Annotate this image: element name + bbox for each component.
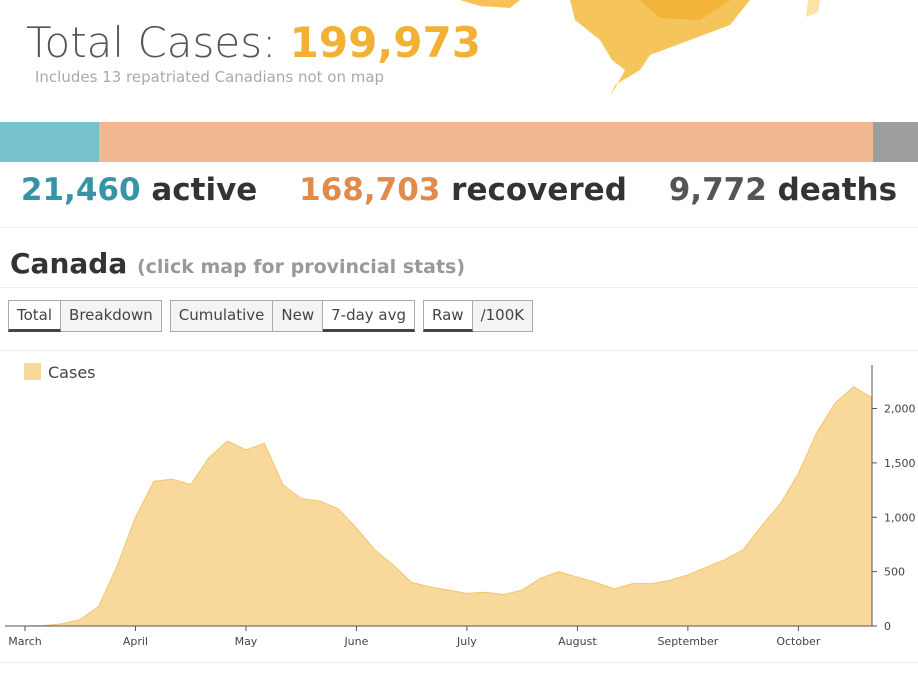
x-tick-label: July [456,635,477,648]
stat: 21,460 active [21,172,257,208]
bar-segment [873,122,918,162]
toggle-button[interactable]: /100K [472,300,534,332]
x-tick-label: October [776,635,820,648]
button-group: Total Breakdown [8,300,162,332]
x-tick-label: September [657,635,718,648]
stat-value: 168,703 [299,172,441,208]
section-subtitle: (click map for provincial stats) [136,256,466,278]
toggle-button[interactable]: Total [8,300,62,332]
progress-bar [0,122,918,162]
x-tick-label: June [343,635,368,648]
toggle-button[interactable]: New [273,300,324,332]
stat-label: active [151,172,258,208]
chart: 0 500 1,000 1,500 2,000 March April May June July… [5,363,916,648]
button-group: Raw/100K [423,300,534,332]
note: Includes 13 repatriated Canadians not on… [35,68,385,86]
section-name: Canada [10,247,128,280]
stat-label: recovered [451,172,627,208]
legend-swatch [24,363,41,380]
toggle-button[interactable]: Cumulative [169,300,274,332]
toggle-button[interactable]: 7-day avg [323,300,416,332]
legend-label: Cases [48,363,96,382]
stats: 21,460 active 168,703 recovered 9,772 de… [0,172,918,208]
toolbar: Total Breakdown Cumulative New 7-day avg Raw /… [8,300,541,332]
title-text: Total Cases: [26,18,277,67]
x-tick-label: May [235,635,258,648]
map[interactable] [440,0,840,100]
x-tick-label: April [123,635,148,648]
x-tick-label: August [558,635,597,648]
section-title: Canada (click map for provincial stats) [10,247,465,280]
toggle-button[interactable]: Raw [423,300,473,332]
y-tick-label: 500 [884,566,905,579]
button-group: Cumulative New 7-day avg [169,300,416,332]
y-tick-label: 0 [884,620,891,633]
title: Total Cases: 199,973 [26,18,481,67]
y-tick-label: 1,500 [884,457,916,470]
toggle-button[interactable]: Breakdown [61,300,162,332]
stat-value: 9,772 [668,172,767,208]
x-tick-label: March [8,635,42,648]
area [24,386,873,627]
bar-segment [0,122,99,162]
stat-value: 21,460 [20,172,141,208]
total: 199,973 [289,18,481,67]
stat: 168,703 recovered [299,172,627,208]
y-tick-label: 2,000 [884,403,916,416]
stat-label: deaths [777,172,898,208]
y-tick-label: 1,000 [884,511,916,524]
stat: 9,772 deaths [669,172,897,208]
bar-segment [98,122,874,162]
